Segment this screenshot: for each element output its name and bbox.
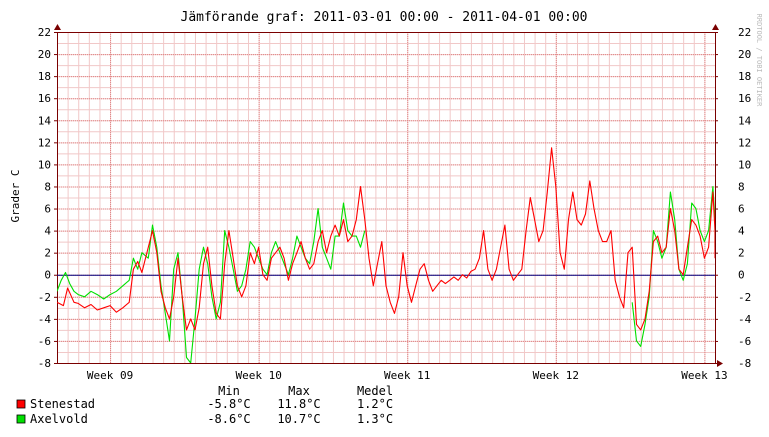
y-tick-label-right: 14 <box>738 114 752 127</box>
legend-header-min: Min <box>218 384 240 398</box>
y-tick-label-left: 8 <box>44 180 51 193</box>
y-tick-label-left: 14 <box>38 114 52 127</box>
y-tick-label-left: 4 <box>44 225 51 238</box>
x-tick-label: Week 12 <box>533 369 579 382</box>
y-tick-label-left: 18 <box>38 70 51 83</box>
y-tick-label-left: 12 <box>38 136 51 149</box>
x-tick-label: Week 09 <box>87 369 133 382</box>
legend-mean-stenestad: 1.2°C <box>357 397 393 411</box>
y-tick-label-right: 22 <box>738 26 751 39</box>
legend-min-stenestad: -5.8°C <box>207 397 250 411</box>
y-tick-label-left: 10 <box>38 158 51 171</box>
y-axis-arrow-left <box>54 24 61 30</box>
legend-min-axelvold: -8.6°C <box>207 412 250 426</box>
legend-max-stenestad: 11.8°C <box>277 397 320 411</box>
y-tick-label-right: 4 <box>738 225 745 238</box>
legend-header-max: Max <box>288 384 310 398</box>
y-tick-label-left: 16 <box>38 92 51 105</box>
legend-name-stenestad: Stenestad <box>30 397 95 411</box>
legend-swatch-stenestad <box>16 399 26 409</box>
y-tick-label-right: 16 <box>738 92 751 105</box>
y-tick-label-left: -2 <box>38 291 51 304</box>
y-axis-label: Grader C <box>9 170 22 223</box>
grid <box>57 32 716 364</box>
x-axis-arrow <box>717 360 723 367</box>
y-axis-arrow-right <box>712 24 719 30</box>
y-tick-label-right: -2 <box>738 291 751 304</box>
y-tick-label-left: -4 <box>38 313 52 326</box>
legend-swatch-axelvold <box>16 414 26 424</box>
legend: Min Max Medel Stenestad -5.8°C 11.8°C 1.… <box>16 384 393 426</box>
y-tick-label-right: -4 <box>738 313 752 326</box>
plot-border <box>57 32 716 364</box>
y-tick-label-left: 0 <box>44 269 51 282</box>
y-tick-label-left: 6 <box>44 203 51 216</box>
x-tick-label: Week 13 <box>681 369 727 382</box>
watermark-label: RRDTOOL / TOBI OETIKER <box>755 14 763 108</box>
y-tick-label-left: 20 <box>38 48 51 61</box>
series-line-axelvold <box>57 185 715 363</box>
legend-name-axelvold: Axelvold <box>30 412 88 426</box>
x-tick-label: Week 10 <box>235 369 281 382</box>
y-tick-label-right: 6 <box>738 203 745 216</box>
series-lines <box>57 147 715 363</box>
y-tick-label-right: 12 <box>738 136 751 149</box>
y-tick-label-left: 2 <box>44 247 51 260</box>
y-tick-label-right: 10 <box>738 158 751 171</box>
legend-mean-axelvold: 1.3°C <box>357 412 393 426</box>
y-tick-label-right: -6 <box>738 335 751 348</box>
y-tick-label-right: 20 <box>738 48 751 61</box>
y-tick-label-right: 18 <box>738 70 751 83</box>
series-line-stenestad <box>57 147 715 331</box>
chart-title: Jämförande graf: 2011-03-01 00:00 - 2011… <box>181 10 588 25</box>
y-tick-label-left: -8 <box>38 357 51 370</box>
y-tick-label-right: 0 <box>738 269 745 282</box>
y-tick-label-right: 8 <box>738 180 745 193</box>
y-tick-label-left: -6 <box>38 335 51 348</box>
x-tick-label: Week 11 <box>384 369 430 382</box>
y-tick-label-right: 2 <box>738 247 745 260</box>
y-tick-label-left: 22 <box>38 26 51 39</box>
legend-header-mean: Medel <box>357 384 393 398</box>
legend-max-axelvold: 10.7°C <box>277 412 320 426</box>
y-tick-label-right: -8 <box>738 357 751 370</box>
